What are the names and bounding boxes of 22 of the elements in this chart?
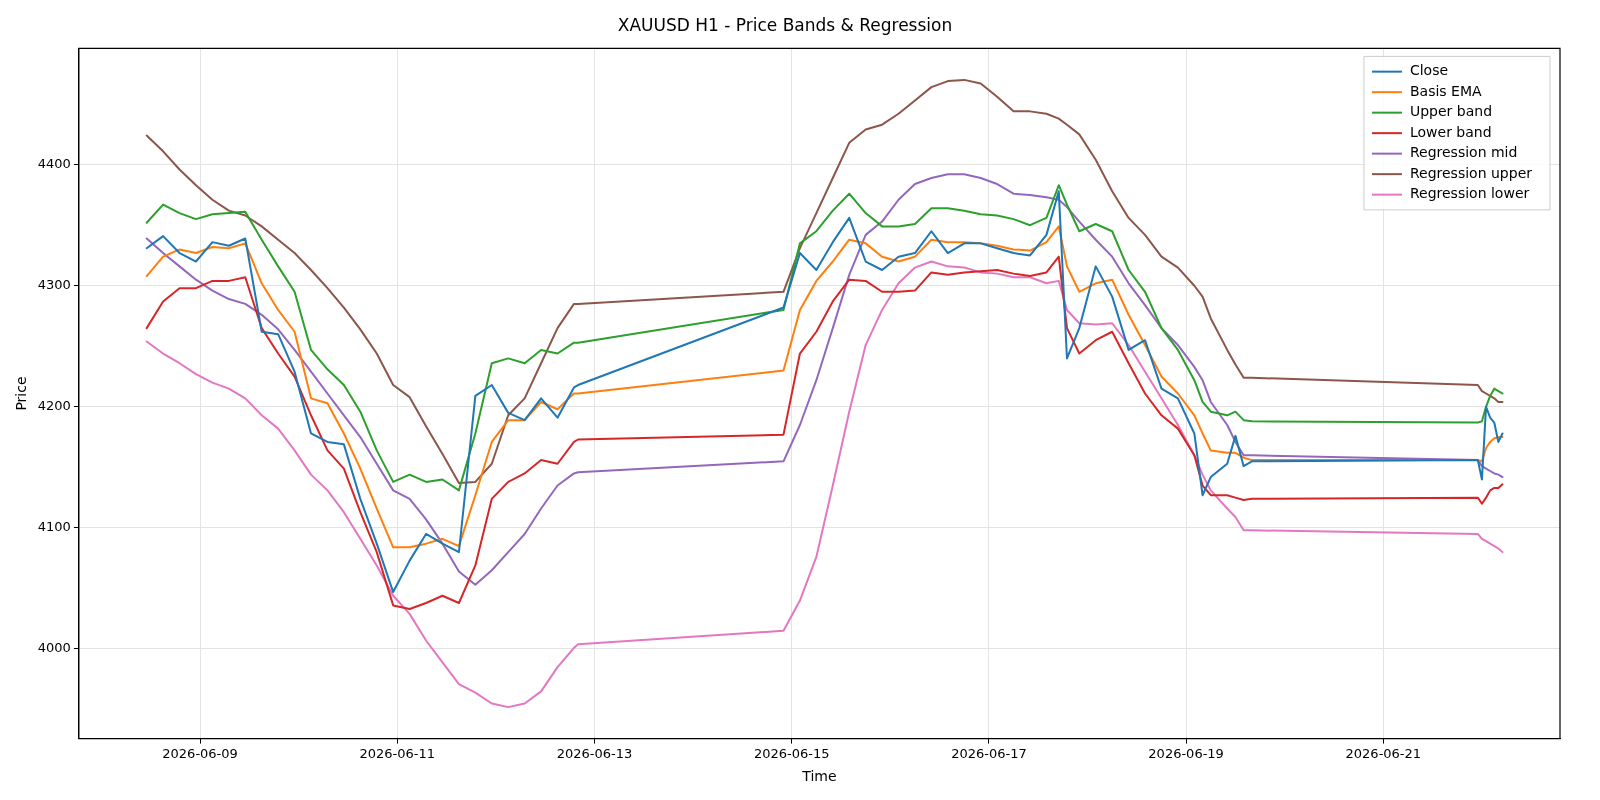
y-axis-title: Price [13, 376, 30, 411]
legend-label: Close [1409, 62, 1449, 79]
x-tick-label: 2026-06-13 [556, 745, 633, 761]
x-tick-label: 2026-06-09 [162, 745, 238, 761]
x-tick-label: 2026-06-17 [951, 745, 1027, 761]
legend-label: Lower band [1409, 123, 1492, 140]
legend-label: Basis EMA [1409, 82, 1482, 99]
y-tick-label: 4200 [37, 398, 71, 414]
legend-label: Regression mid [1409, 144, 1518, 161]
chart-title: XAUUSD H1 - Price Bands & Regression [617, 14, 953, 35]
x-tick-label: 2026-06-15 [753, 745, 830, 761]
x-tick-label: 2026-06-11 [359, 745, 436, 761]
y-tick-label: 4000 [37, 640, 71, 656]
x-axis-title: Time [801, 768, 837, 785]
x-tick-label: 2026-06-21 [1345, 745, 1422, 761]
x-tick-label: 2026-06-19 [1148, 745, 1224, 761]
y-tick-label: 4300 [37, 277, 71, 293]
legend-label: Regression lower [1409, 185, 1530, 202]
y-tick-label: 4400 [37, 156, 71, 172]
legend-label: Regression upper [1409, 164, 1533, 181]
y-tick-label: 4100 [37, 519, 71, 535]
legend-label: Upper band [1409, 103, 1493, 120]
